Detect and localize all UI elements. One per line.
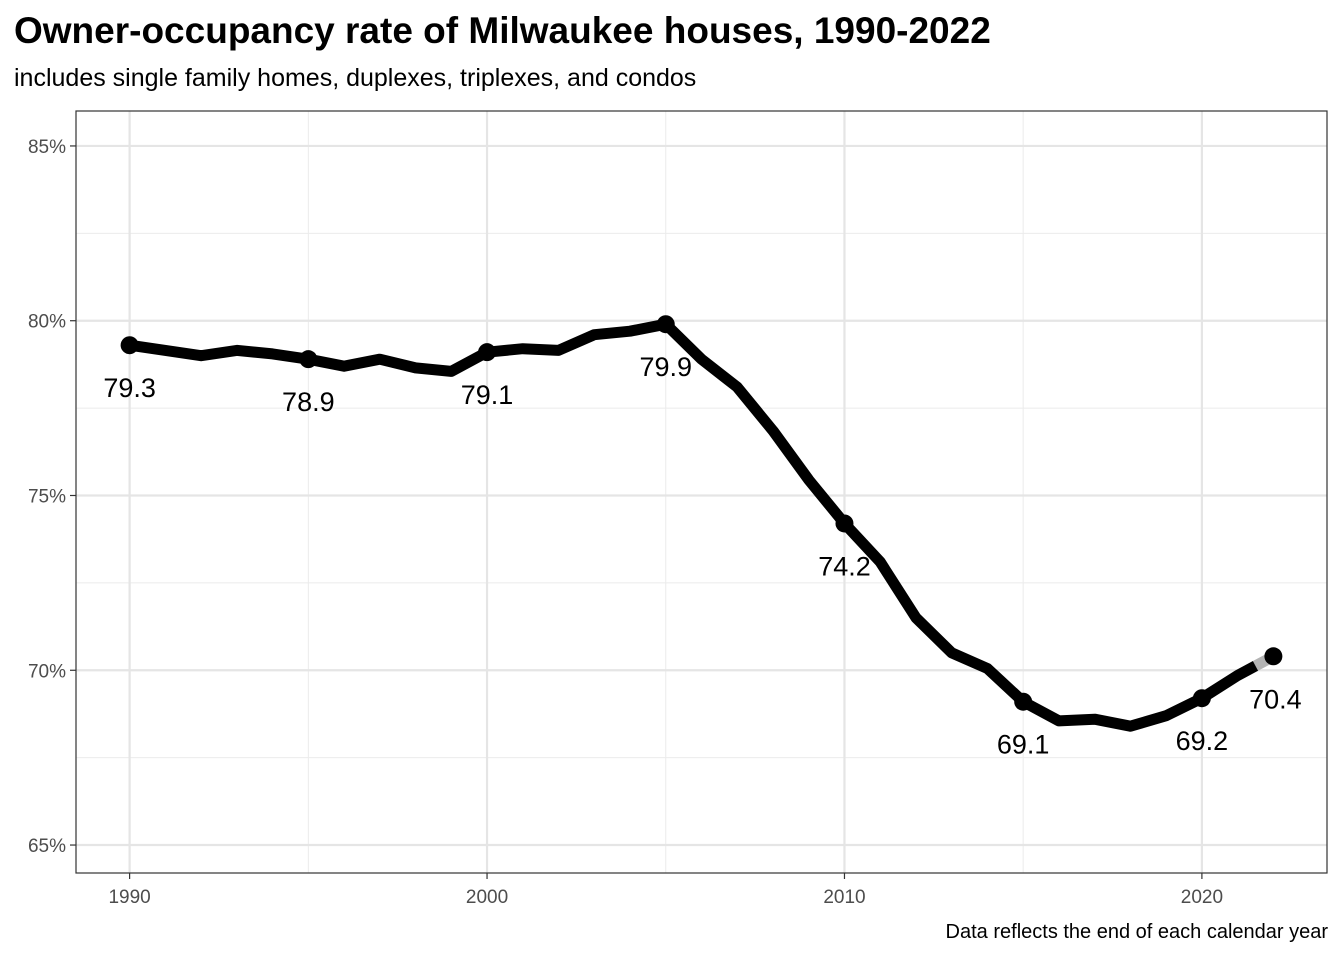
chart-caption: Data reflects the end of each calendar y… bbox=[945, 921, 1328, 943]
y-tick-label: 75% bbox=[28, 486, 66, 507]
data-label: 74.2 bbox=[818, 551, 871, 581]
x-tick-label: 1990 bbox=[108, 887, 150, 908]
data-point bbox=[478, 343, 497, 362]
y-tick-label: 80% bbox=[28, 312, 66, 333]
chart-title: Owner-occupancy rate of Milwaukee houses… bbox=[14, 10, 991, 51]
data-point bbox=[1192, 689, 1211, 708]
data-label: 70.4 bbox=[1249, 684, 1302, 714]
chart-subtitle: includes single family homes, duplexes, … bbox=[14, 64, 697, 92]
y-tick-label: 85% bbox=[28, 137, 66, 158]
data-labels: 79.3 78.9 79.1 79.9 74.2 69.1 69.2 70.4 bbox=[103, 352, 1301, 760]
data-label: 79.3 bbox=[103, 373, 156, 403]
y-tick-label: 70% bbox=[28, 661, 66, 682]
data-label: 69.1 bbox=[997, 730, 1050, 760]
data-point bbox=[120, 336, 139, 355]
x-tick-label: 2000 bbox=[466, 887, 508, 908]
data-label: 79.1 bbox=[461, 380, 514, 410]
series-line bbox=[128, 318, 1276, 732]
data-label: 69.2 bbox=[1176, 726, 1229, 756]
x-tick-label: 2010 bbox=[823, 887, 865, 908]
data-points bbox=[120, 315, 1283, 711]
axes: 65% 70% 75% 80% 85% 1990 2000 2010 2020 bbox=[28, 137, 1223, 908]
series-line-path bbox=[128, 318, 1259, 732]
panel-border bbox=[75, 110, 1328, 874]
grid bbox=[76, 111, 1327, 873]
data-point bbox=[1014, 692, 1033, 711]
data-point bbox=[299, 350, 318, 369]
y-tick-label: 65% bbox=[28, 836, 66, 857]
data-point bbox=[1264, 647, 1283, 666]
data-point bbox=[656, 315, 675, 334]
data-point bbox=[835, 514, 854, 533]
data-label: 78.9 bbox=[282, 387, 335, 417]
data-label: 79.9 bbox=[639, 352, 692, 382]
x-tick-label: 2020 bbox=[1181, 887, 1223, 908]
